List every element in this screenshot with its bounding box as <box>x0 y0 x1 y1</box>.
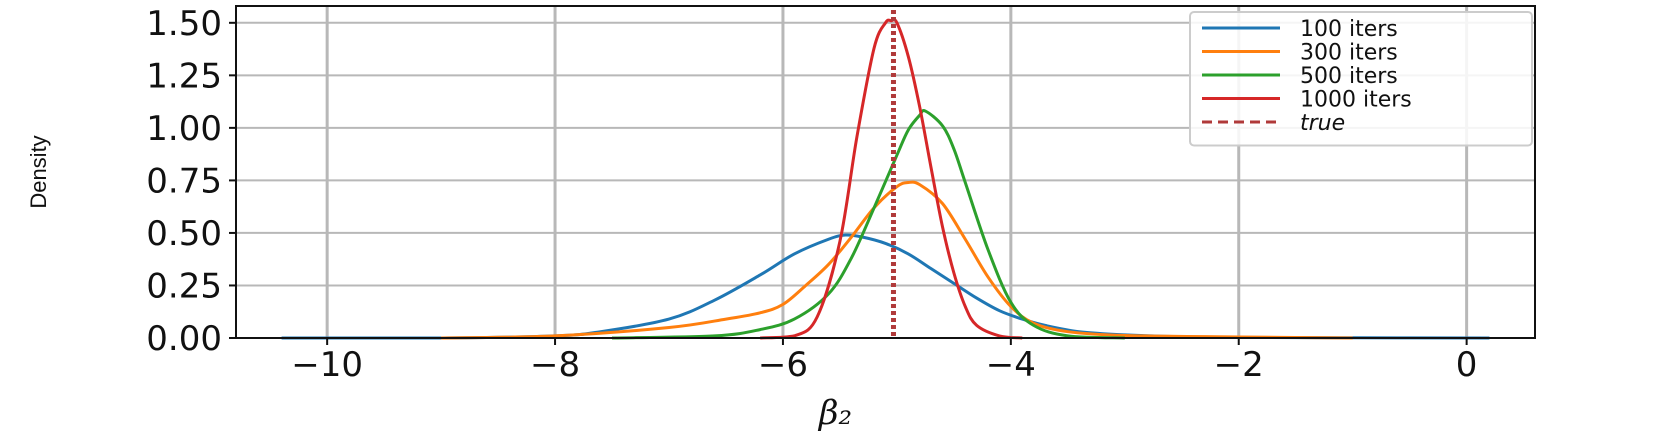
x-tick-label: 0 <box>1456 345 1478 385</box>
series-lines <box>281 18 1490 340</box>
x-axis-label: β₂ <box>817 393 852 433</box>
y-tick-label: 1.50 <box>146 4 222 44</box>
x-tick-label: −8 <box>530 345 580 385</box>
x-tick-label: −4 <box>986 345 1036 385</box>
legend-label: true <box>1300 111 1345 136</box>
plot-frame <box>235 5 1536 339</box>
y-tick-label: 0.75 <box>146 161 222 201</box>
legend-label: 1000 iters <box>1300 88 1412 113</box>
y-tick-label: 1.25 <box>146 56 222 96</box>
series-line-2 <box>611 109 1125 340</box>
y-tick-label: 1.00 <box>146 109 222 149</box>
x-axis-ticks: −10 −8 −6 −4 −2 0 <box>291 338 1477 385</box>
series-line-1 <box>441 180 1353 340</box>
y-axis-label: Density <box>26 135 51 208</box>
legend-box <box>1189 11 1533 147</box>
legend-label: 300 iters <box>1300 41 1398 66</box>
x-tick-label: −10 <box>291 345 363 385</box>
legend-label: 500 iters <box>1300 64 1398 89</box>
y-tick-label: 0.50 <box>146 214 222 254</box>
x-tick-label: −2 <box>1214 345 1264 385</box>
series-line-0 <box>281 233 1490 340</box>
y-tick-label: 0.25 <box>146 266 222 306</box>
y-axis-ticks: 0.00 0.25 0.50 0.75 1.00 1.25 1.50 <box>146 4 236 359</box>
legend-label: 100 iters <box>1300 17 1398 42</box>
series-line-3 <box>760 18 1023 340</box>
y-tick-label: 0.00 <box>146 319 222 359</box>
x-tick-label: −6 <box>758 345 808 385</box>
